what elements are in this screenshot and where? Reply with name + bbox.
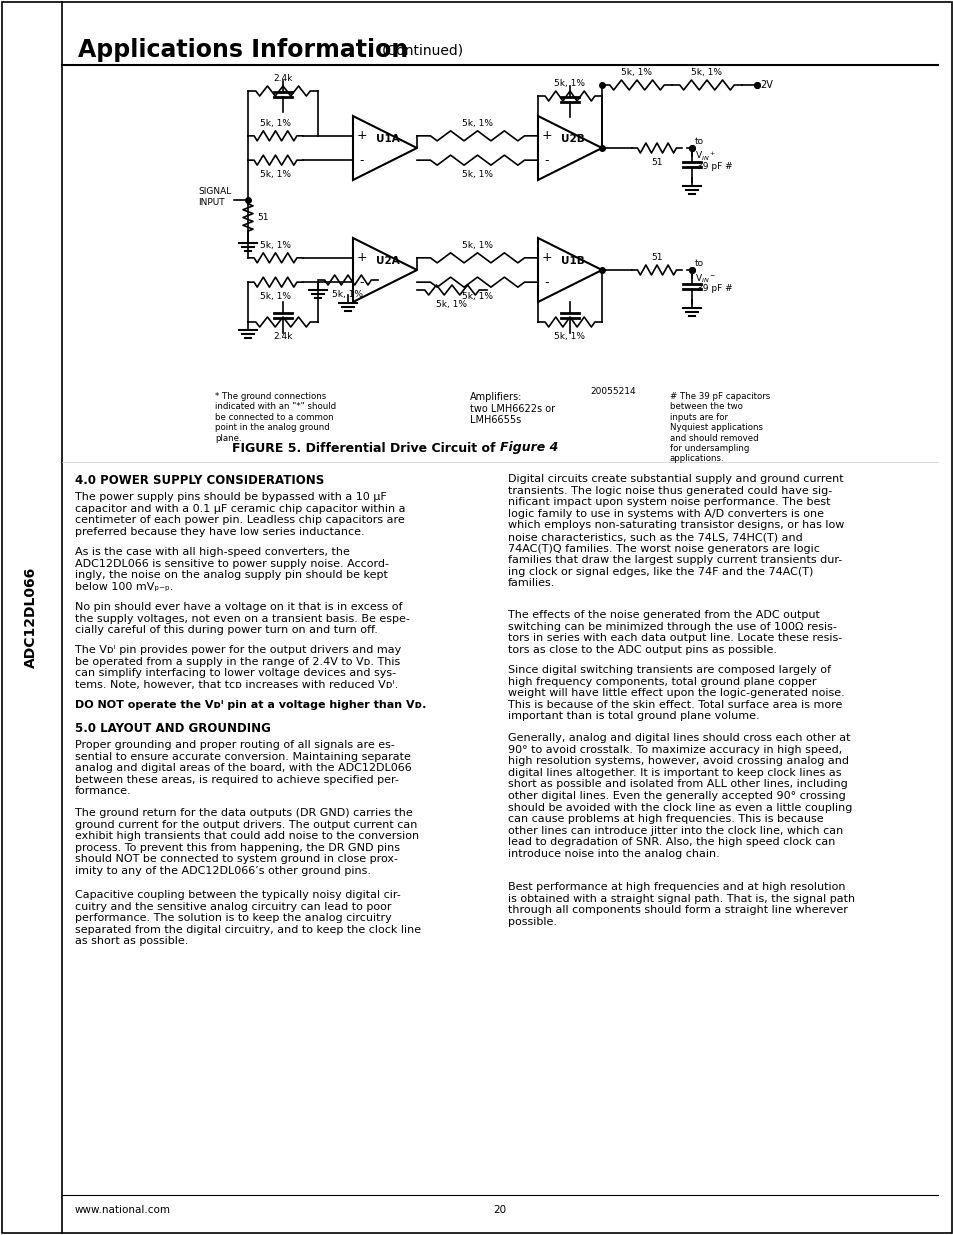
Text: U1A: U1A bbox=[375, 135, 399, 144]
Text: -: - bbox=[359, 153, 364, 167]
Text: +: + bbox=[541, 130, 552, 142]
Text: The power supply pins should be bypassed with a 10 μF
capacitor and with a 0.1 μ: The power supply pins should be bypassed… bbox=[75, 492, 405, 537]
Text: 20: 20 bbox=[493, 1205, 506, 1215]
Text: Capacitive coupling between the typically noisy digital cir-
cuitry and the sens: Capacitive coupling between the typicall… bbox=[75, 890, 420, 946]
Text: 5k, 1%: 5k, 1% bbox=[260, 241, 291, 249]
Text: to: to bbox=[695, 137, 703, 146]
Text: Since digital switching transients are composed largely of
high frequency compon: Since digital switching transients are c… bbox=[507, 664, 843, 721]
Text: Proper grounding and proper routing of all signals are es-
sential to ensure acc: Proper grounding and proper routing of a… bbox=[75, 740, 412, 797]
Text: U2B: U2B bbox=[560, 135, 584, 144]
Text: SIGNAL
INPUT: SIGNAL INPUT bbox=[198, 188, 231, 206]
Text: As is the case with all high-speed converters, the
ADC12DL066 is sensitive to po: As is the case with all high-speed conve… bbox=[75, 547, 389, 592]
Text: 2.4k: 2.4k bbox=[273, 332, 293, 341]
Text: U1B: U1B bbox=[560, 256, 584, 266]
Text: The Vᴅᴵ pin provides power for the output drivers and may
be operated from a sup: The Vᴅᴵ pin provides power for the outpu… bbox=[75, 645, 401, 701]
Text: V$_{IN}$$^-$: V$_{IN}$$^-$ bbox=[695, 272, 716, 284]
Text: -: - bbox=[544, 153, 549, 167]
Text: to: to bbox=[695, 259, 703, 268]
Text: 5k, 1%: 5k, 1% bbox=[554, 332, 585, 341]
Text: 51: 51 bbox=[651, 253, 662, 262]
Text: 5k, 1%: 5k, 1% bbox=[333, 290, 363, 299]
Text: Best performance at high frequencies and at high resolution
is obtained with a s: Best performance at high frequencies and… bbox=[507, 882, 854, 926]
Text: -: - bbox=[544, 275, 549, 289]
Text: www.national.com: www.national.com bbox=[75, 1205, 171, 1215]
Text: +: + bbox=[356, 252, 367, 264]
Text: * The ground connections
indicated with an "*" should
be connected to a common
p: * The ground connections indicated with … bbox=[214, 391, 335, 442]
Text: (Continued): (Continued) bbox=[381, 43, 464, 57]
Text: 2.4k: 2.4k bbox=[273, 74, 293, 83]
Text: 5k, 1%: 5k, 1% bbox=[461, 293, 493, 301]
Text: The ground return for the data outputs (DR GND) carries the
ground current for t: The ground return for the data outputs (… bbox=[75, 808, 418, 876]
Text: Applications Information: Applications Information bbox=[78, 38, 408, 62]
Text: 5k, 1%: 5k, 1% bbox=[691, 68, 721, 77]
Text: U2A: U2A bbox=[375, 256, 399, 266]
Text: 51: 51 bbox=[256, 212, 268, 222]
Text: 5k, 1%: 5k, 1% bbox=[260, 170, 291, 179]
Text: Amplifiers:
two LMH6622s or
LMH6655s: Amplifiers: two LMH6622s or LMH6655s bbox=[470, 391, 555, 425]
Text: 5k, 1%: 5k, 1% bbox=[260, 293, 291, 301]
Text: 5k, 1%: 5k, 1% bbox=[461, 241, 493, 249]
Text: DO NOT operate the Vᴅᴵ pin at a voltage higher than Vᴅ.: DO NOT operate the Vᴅᴵ pin at a voltage … bbox=[75, 700, 426, 710]
Text: Generally, analog and digital lines should cross each other at
90° to avoid cros: Generally, analog and digital lines shou… bbox=[507, 734, 851, 860]
Text: The effects of the noise generated from the ADC output
switching can be minimize: The effects of the noise generated from … bbox=[507, 610, 841, 655]
Text: 39 pF #: 39 pF # bbox=[697, 284, 732, 293]
Text: 5.0 LAYOUT AND GROUNDING: 5.0 LAYOUT AND GROUNDING bbox=[75, 722, 271, 735]
Text: 20055214: 20055214 bbox=[589, 387, 635, 396]
Text: V$_{IN}$$^+$: V$_{IN}$$^+$ bbox=[695, 149, 716, 163]
Text: 5k, 1%: 5k, 1% bbox=[461, 170, 493, 179]
Text: 2V: 2V bbox=[760, 80, 772, 90]
Text: 5k, 1%: 5k, 1% bbox=[461, 119, 493, 128]
Text: +: + bbox=[541, 252, 552, 264]
Text: FIGURE 5. Differential Drive Circuit of: FIGURE 5. Differential Drive Circuit of bbox=[232, 441, 499, 454]
Text: No pin should ever have a voltage on it that is in excess of
the supply voltages: No pin should ever have a voltage on it … bbox=[75, 601, 410, 635]
Text: +: + bbox=[356, 130, 367, 142]
Text: 5k, 1%: 5k, 1% bbox=[436, 300, 467, 309]
Text: 4.0 POWER SUPPLY CONSIDERATIONS: 4.0 POWER SUPPLY CONSIDERATIONS bbox=[75, 474, 324, 487]
Text: 5k, 1%: 5k, 1% bbox=[620, 68, 652, 77]
Text: 5k, 1%: 5k, 1% bbox=[554, 79, 585, 88]
Text: 39 pF #: 39 pF # bbox=[697, 162, 732, 170]
Text: 5k, 1%: 5k, 1% bbox=[260, 119, 291, 128]
Text: ADC12DL066: ADC12DL066 bbox=[24, 567, 38, 668]
Text: # The 39 pF capacitors
between the two
inputs are for
Nyquiest applications
and : # The 39 pF capacitors between the two i… bbox=[669, 391, 769, 463]
Text: Figure 4: Figure 4 bbox=[499, 441, 558, 454]
Text: Digital circuits create substantial supply and ground current
transients. The lo: Digital circuits create substantial supp… bbox=[507, 474, 843, 588]
Text: 51: 51 bbox=[651, 158, 662, 167]
Text: -: - bbox=[359, 275, 364, 289]
